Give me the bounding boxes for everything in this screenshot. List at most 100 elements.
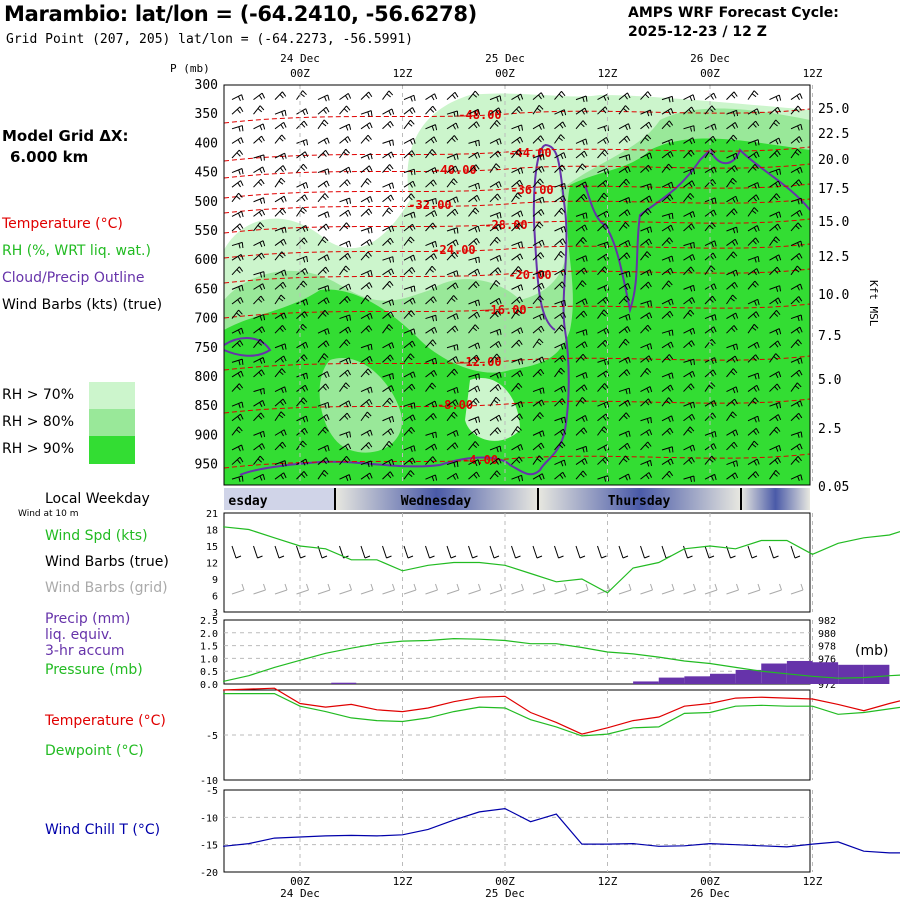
wind-barb <box>769 236 780 246</box>
wind-barb <box>790 339 802 349</box>
wind-barb-stroke <box>532 399 545 407</box>
wind-barb-stroke <box>661 138 674 146</box>
rh70-swatch <box>89 382 135 409</box>
wind-barb <box>446 442 459 451</box>
wind-barb <box>446 325 459 334</box>
wind-barb <box>253 271 265 278</box>
wind-barb-stroke <box>747 151 760 159</box>
wind-barb-stroke <box>726 355 739 363</box>
bottom-time-label: 12Z <box>803 875 823 888</box>
legend-wind-barbs-true: Wind Barbs (true) <box>45 554 169 570</box>
wind-barb-stroke <box>618 135 631 144</box>
wind-barb <box>317 457 330 465</box>
wind-barb <box>317 444 330 452</box>
wind-barb-stroke <box>683 456 695 465</box>
wind-barb <box>726 441 738 451</box>
wind-barb <box>597 149 609 159</box>
windchill-tick-label: -20 <box>200 868 218 879</box>
wind-barb <box>618 166 631 174</box>
wind-barb-stroke <box>790 474 803 482</box>
wind-barb <box>425 222 437 232</box>
wind-barb-stroke <box>339 326 352 334</box>
wind-barb-stroke <box>253 154 265 161</box>
wind-barb-stroke <box>704 314 717 321</box>
wind-barb-stroke <box>360 460 373 468</box>
wind-barb <box>640 121 653 130</box>
wind-barb <box>747 384 760 392</box>
wind-barb-stroke <box>683 383 695 392</box>
wind-barb-stroke <box>511 296 523 305</box>
wind-barb-stroke <box>296 139 309 146</box>
wind-barb-stroke <box>403 180 416 188</box>
wind-barb-stroke <box>554 428 567 436</box>
wind-barb <box>339 148 350 159</box>
wind-barb-stroke <box>618 295 630 305</box>
wind-barb-stroke <box>554 134 565 144</box>
wind-barb <box>425 443 438 451</box>
wind-barb-stroke <box>769 119 780 130</box>
wind-barb-true <box>274 545 285 559</box>
wind-barb <box>360 343 373 351</box>
wind-barb-stroke <box>597 136 610 144</box>
wind-barb-stroke <box>489 280 501 290</box>
wind-barb-stroke <box>489 384 502 392</box>
wind-barb-stroke <box>575 237 587 246</box>
wind-barb-stroke <box>339 166 352 174</box>
cycle-line-2: 2025-12-23 / 12 Z <box>628 24 767 40</box>
wind-barb-stroke <box>747 397 759 407</box>
wind-barb-grid <box>704 583 718 595</box>
wind-barb-stroke <box>339 369 351 378</box>
wind-barb-stroke <box>726 441 738 451</box>
wind-barb <box>511 413 523 422</box>
wind-barb <box>661 194 674 203</box>
wind-barb <box>360 398 373 407</box>
wind-barb <box>683 383 695 392</box>
wind-barb-stroke <box>489 414 502 422</box>
wind-barb <box>683 94 696 102</box>
wind-barb <box>317 180 330 188</box>
wind-barb-stroke <box>726 195 739 203</box>
wind-barb-stroke <box>532 368 545 378</box>
wind-barb <box>554 311 567 319</box>
wind-barb <box>253 283 266 291</box>
wind-barb-stroke <box>532 295 544 305</box>
precip-bar <box>761 663 787 684</box>
wind-barb <box>554 299 567 307</box>
wind-barb <box>274 177 286 188</box>
wind-barb <box>575 237 587 246</box>
wind-barb-stroke <box>339 357 352 365</box>
wind-barb <box>532 313 545 321</box>
wind-barb-stroke <box>532 387 545 394</box>
wind-barb-stroke <box>317 193 329 203</box>
wind-barb <box>339 222 351 232</box>
wind-barb <box>489 310 502 319</box>
wind-barb <box>468 207 480 217</box>
wind-barb-stroke <box>640 472 653 480</box>
wind-barb-stroke <box>661 95 674 103</box>
wind-barb-stroke <box>382 182 395 190</box>
wind-barb-stroke <box>253 443 266 451</box>
wind-barb-stroke <box>554 299 567 307</box>
wind-barb <box>339 431 352 438</box>
precip-tick-label: 1.5 <box>200 642 218 653</box>
wind-barb-stroke <box>425 431 437 439</box>
wind-barb-stroke <box>382 324 394 334</box>
wind-barb-stroke <box>231 192 243 203</box>
wind-barb <box>253 209 266 217</box>
wind-barb <box>532 338 544 349</box>
wind-barb-stroke <box>339 240 352 248</box>
wind-barb <box>231 241 244 249</box>
wind-barb-stroke <box>382 471 394 480</box>
wind-barb <box>360 386 373 394</box>
wind-barb-stroke <box>296 255 309 263</box>
wind-barb <box>683 297 696 305</box>
wind-barb <box>468 256 480 264</box>
wind-barb <box>231 180 244 188</box>
wind-barb <box>296 341 309 349</box>
wind-barb-stroke <box>339 222 351 232</box>
wind-barb-stroke <box>640 164 652 173</box>
wind-barb <box>511 456 523 465</box>
wind-barb-stroke <box>726 109 739 117</box>
wind-barb-stroke <box>683 426 695 436</box>
wind-barb-stroke <box>511 443 524 451</box>
